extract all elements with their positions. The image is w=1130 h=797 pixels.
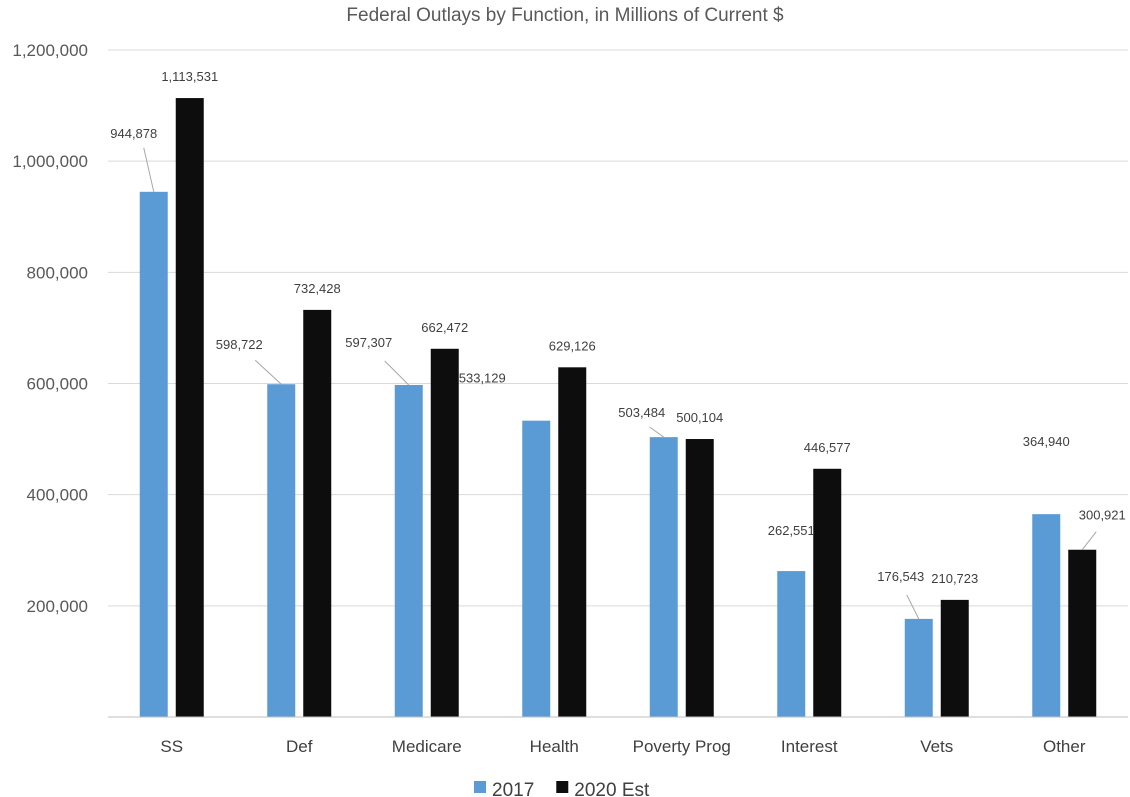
bars	[139, 98, 1097, 718]
data-label: 503,484	[618, 405, 665, 420]
legend: 2017 2020 Est	[474, 780, 650, 797]
bar-series2	[685, 439, 714, 717]
y-tick-label: 600,000	[27, 375, 88, 394]
bar-series2	[940, 599, 969, 717]
bar-series2	[175, 98, 204, 717]
y-tick-label: 1,000,000	[12, 152, 88, 171]
bar-series1	[394, 384, 423, 717]
data-label-leader	[143, 147, 155, 192]
category-labels: SS Def Medicare Health Poverty Prog Interest V…	[160, 737, 1085, 756]
data-label: 944,878	[110, 126, 157, 141]
category-label: Health	[530, 737, 579, 756]
bar-series2	[303, 309, 332, 717]
bar-series1	[777, 571, 806, 717]
y-tick-label: 200,000	[27, 597, 88, 616]
bar-series1	[522, 420, 551, 717]
y-axis-ticks: 200,000 400,000 600,000 800,000 1,000,000 1,2…	[12, 41, 88, 616]
category-label: Def	[286, 737, 313, 756]
data-label: 500,104	[676, 410, 723, 425]
data-label: 446,577	[804, 440, 851, 455]
bar-series2	[558, 367, 587, 717]
bar-series2	[1068, 549, 1097, 717]
data-label-leader	[1081, 531, 1097, 551]
data-label: 662,472	[421, 320, 468, 335]
legend-swatch	[474, 781, 486, 793]
category-label: Vets	[920, 737, 953, 756]
bar-series2	[813, 468, 842, 717]
y-tick-label: 1,200,000	[12, 41, 88, 60]
data-label-leader	[906, 594, 920, 620]
category-label: Poverty Prog	[633, 737, 731, 756]
data-label-leaders	[143, 147, 1097, 620]
data-label: 364,940	[1023, 434, 1070, 449]
y-tick-label: 800,000	[27, 263, 88, 282]
data-label-leader	[254, 359, 282, 385]
category-label: Medicare	[392, 737, 462, 756]
y-tick-label: 400,000	[27, 486, 88, 505]
bar-series1	[139, 191, 168, 718]
data-labels: 944,878 1,113,531 598,722 732,428 597,307 662…	[110, 69, 1126, 586]
data-label: 629,126	[549, 338, 596, 353]
legend-label: 2017	[492, 780, 534, 797]
chart-title: Federal Outlays by Function, in Millions…	[346, 5, 784, 26]
data-label: 300,921	[1079, 508, 1126, 523]
data-label: 533,129	[459, 371, 506, 386]
data-label: 598,722	[216, 337, 263, 352]
bar-series1	[1032, 514, 1061, 717]
legend-swatch	[556, 781, 569, 793]
category-label: Interest	[781, 737, 838, 756]
data-label: 732,428	[294, 281, 341, 296]
bar-series1	[649, 437, 678, 717]
category-label: Other	[1043, 737, 1086, 756]
data-label-leader	[649, 426, 665, 438]
data-label: 176,543	[877, 569, 924, 584]
bar-series1	[267, 384, 296, 717]
data-label: 597,307	[345, 335, 392, 350]
bar-series1	[904, 618, 933, 717]
gridlines	[108, 49, 1128, 607]
legend-label: 2020 Est	[574, 780, 650, 797]
data-label-leader	[384, 360, 410, 386]
bar-series2	[430, 348, 459, 717]
data-label: 262,551	[768, 523, 815, 538]
category-label: SS	[160, 737, 183, 756]
data-label: 210,723	[931, 571, 978, 586]
data-label: 1,113,531	[161, 69, 218, 84]
